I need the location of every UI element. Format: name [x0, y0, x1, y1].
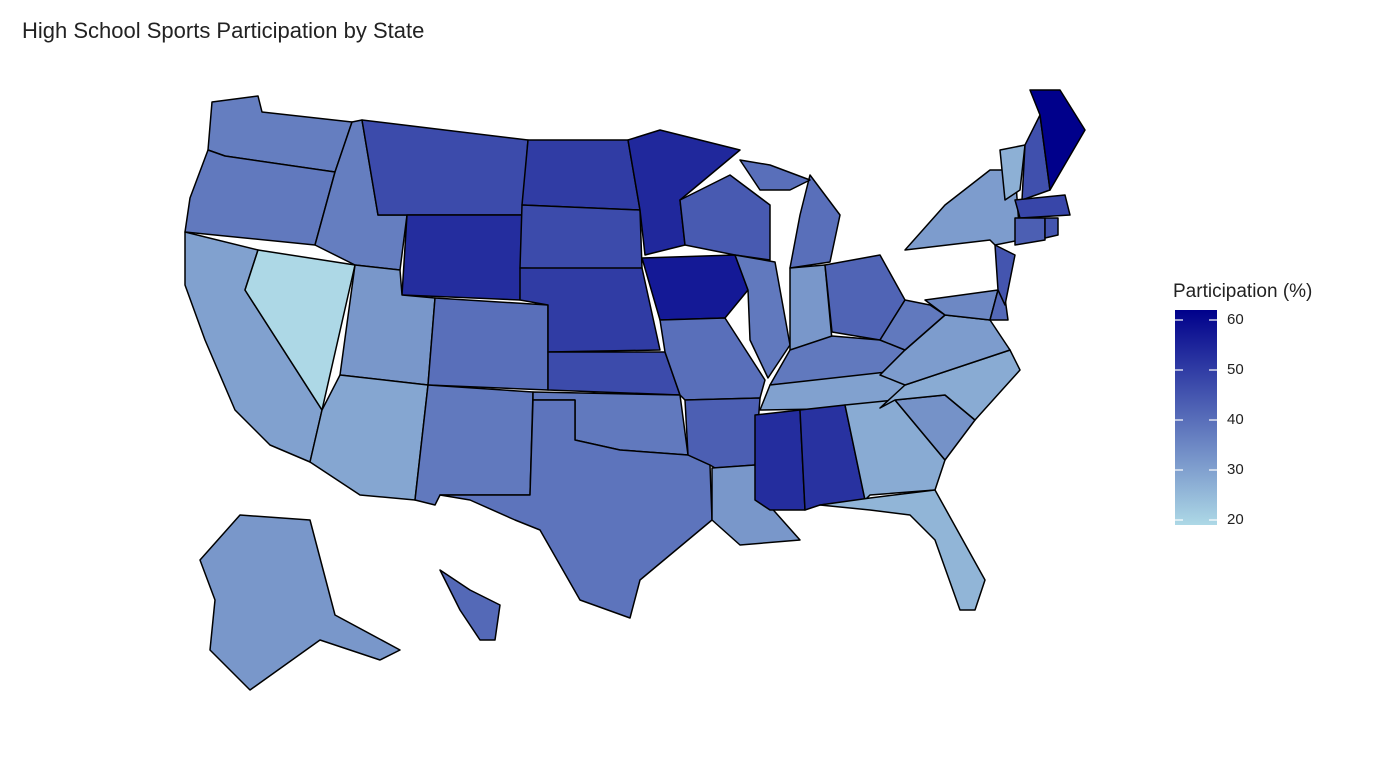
state: [684, 397, 761, 469]
legend-tick-label: 30: [1227, 461, 1244, 478]
state: [879, 349, 1021, 421]
state: [994, 244, 1016, 306]
state: [1014, 217, 1046, 246]
state: [1044, 217, 1059, 239]
chart-title: High School Sports Participation by Stat…: [22, 18, 424, 43]
state: [199, 514, 401, 691]
colorbar: [1175, 310, 1217, 525]
legend-tick-label: 20: [1227, 511, 1244, 528]
state: [521, 139, 641, 211]
legend-tick-label: 60: [1227, 311, 1244, 328]
state: [679, 174, 771, 261]
state: [734, 254, 791, 379]
state: [789, 174, 841, 269]
state: [439, 569, 501, 641]
legend-tick-label: 50: [1227, 361, 1244, 378]
state: [754, 409, 806, 511]
state: [519, 204, 643, 271]
state: [1014, 194, 1071, 219]
legend: 20 30 40 50 60: [1175, 310, 1244, 528]
map: [184, 89, 1086, 691]
state: [641, 254, 749, 321]
state: [401, 214, 523, 301]
state: [1029, 89, 1086, 191]
state: [547, 351, 681, 396]
state: [739, 159, 811, 191]
state: [439, 399, 713, 619]
legend-tick-label: 40: [1227, 411, 1244, 428]
state: [361, 119, 529, 216]
state: [427, 297, 549, 391]
state: [999, 144, 1026, 201]
state: [819, 489, 986, 611]
state: [309, 374, 429, 501]
state: [414, 384, 534, 506]
legend-title: Participation (%): [1173, 281, 1312, 302]
